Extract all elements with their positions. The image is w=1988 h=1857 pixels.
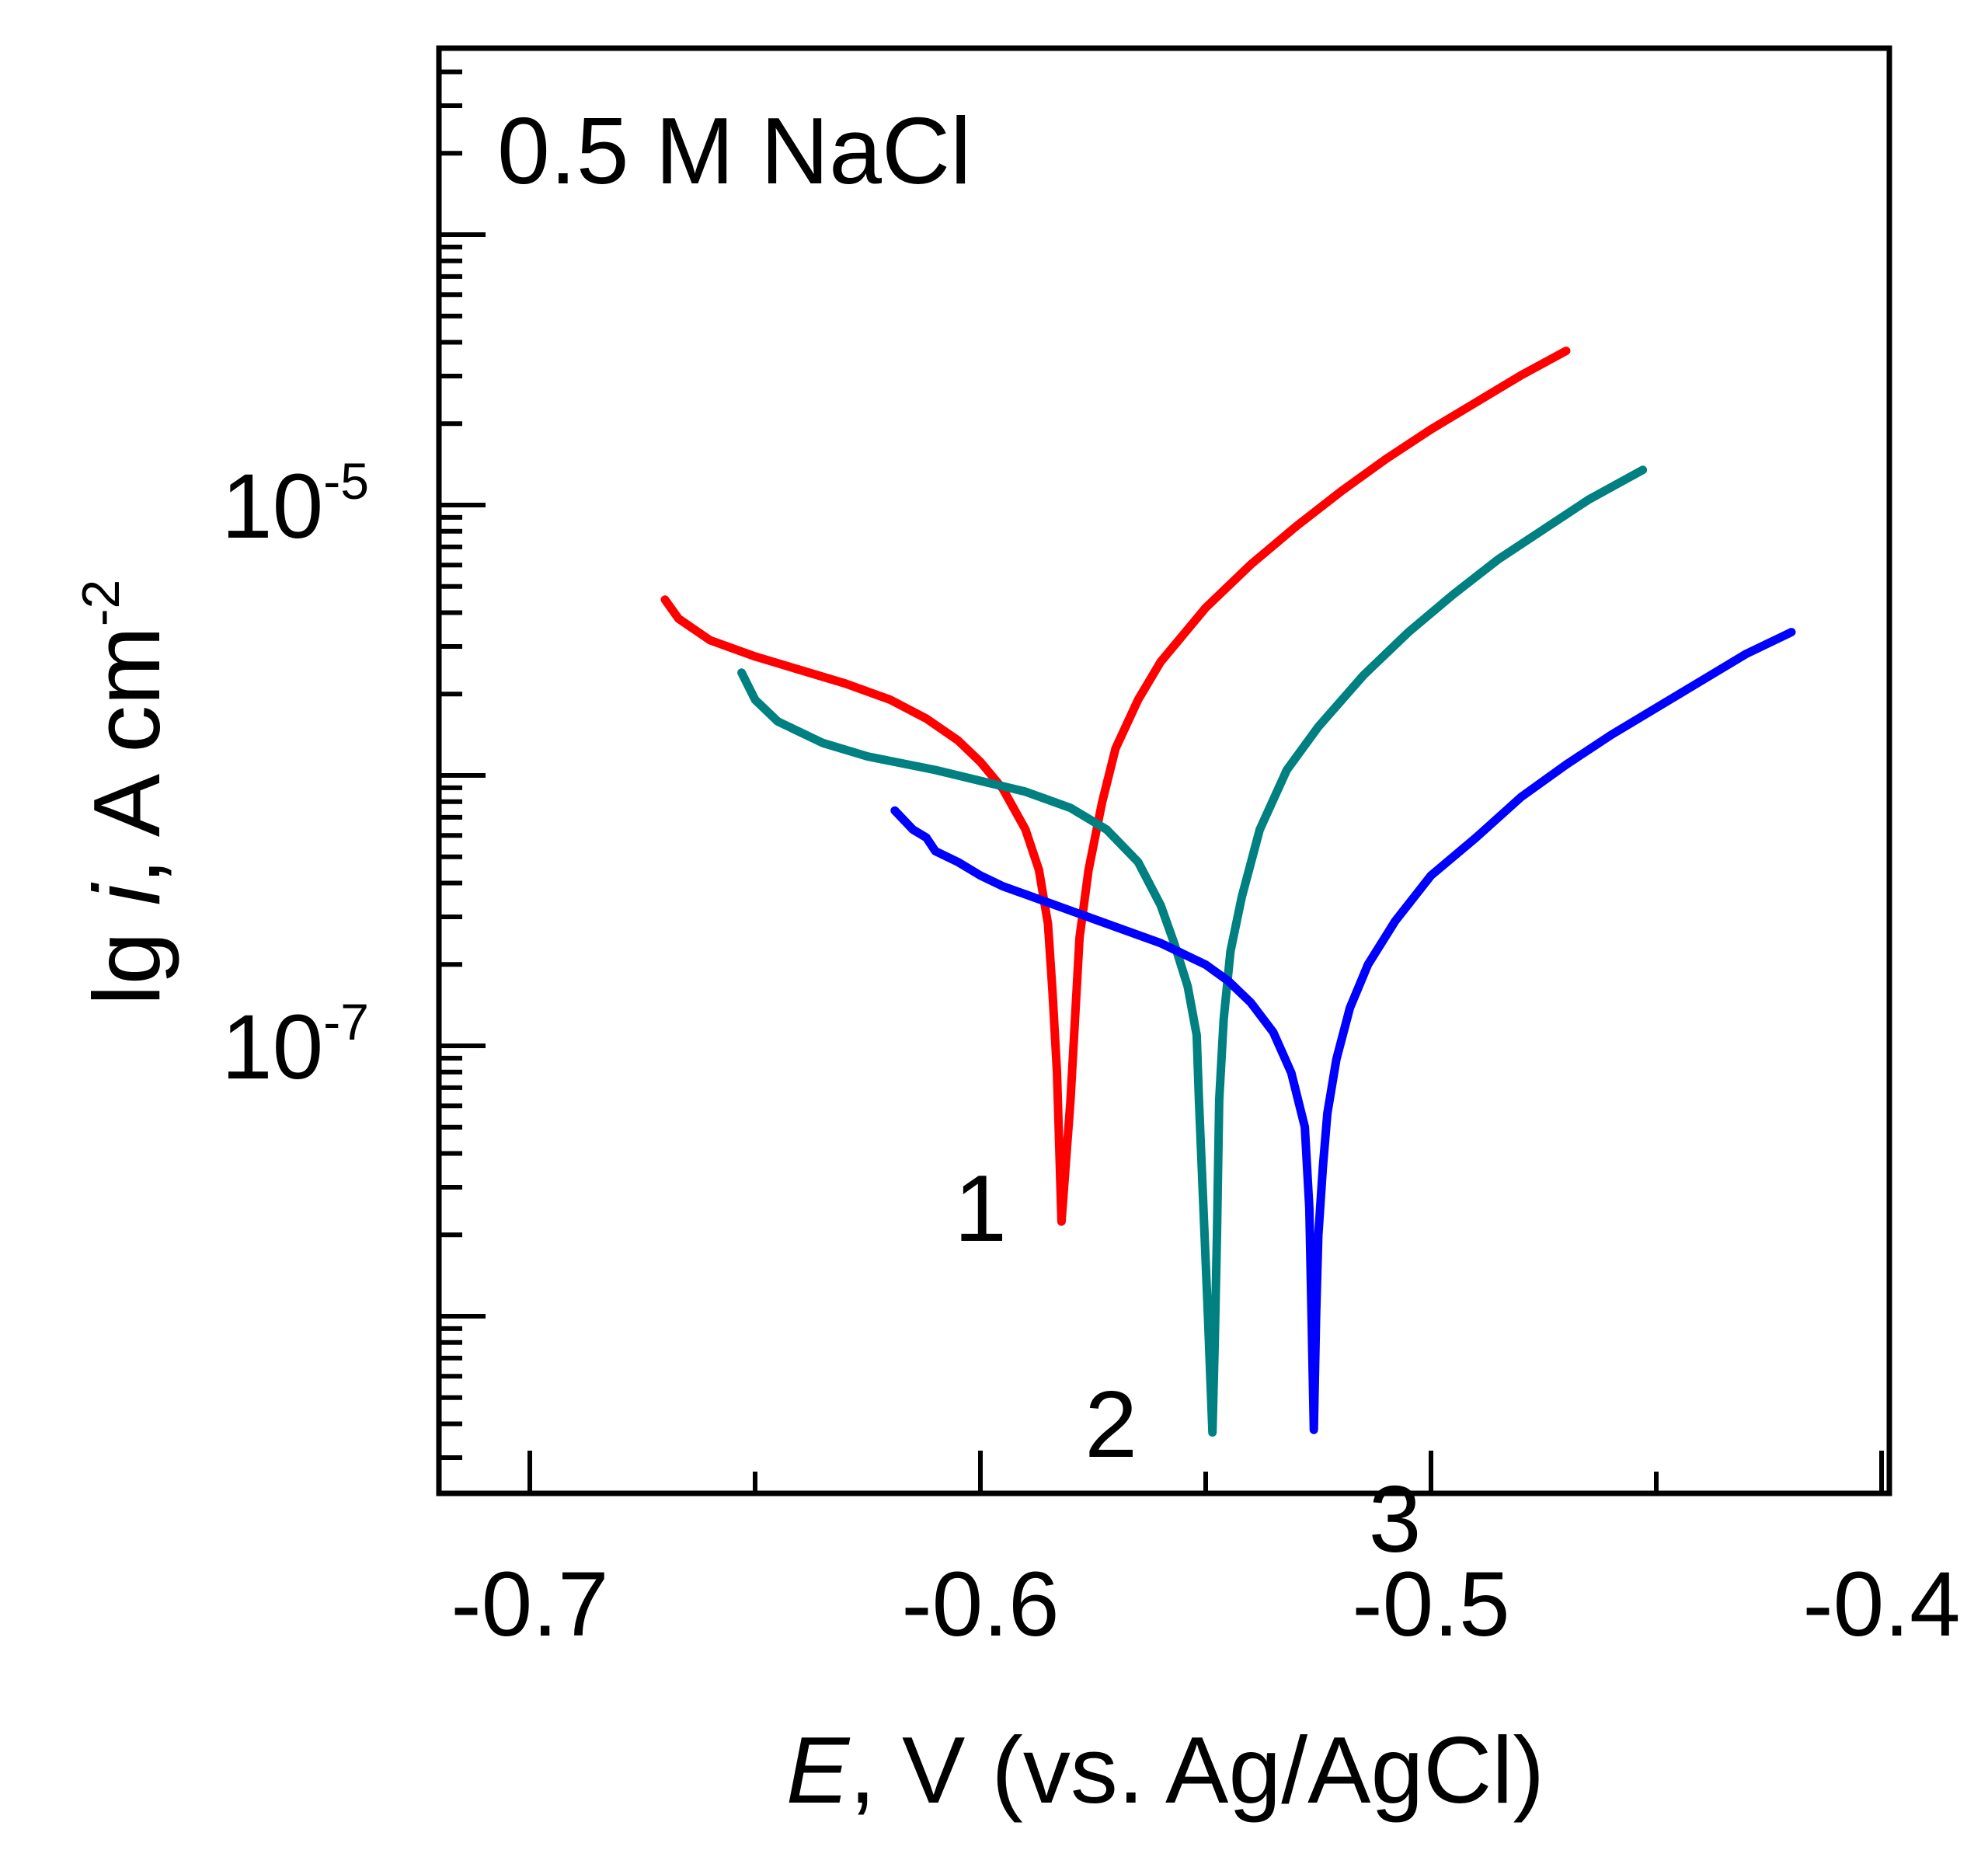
y-tick-label-exponent: -7 [323, 993, 369, 1050]
y-tick-label-base: 10 [221, 455, 323, 558]
x-tick-label: -0.5 [1352, 1553, 1509, 1656]
plot-frame [436, 45, 1892, 1496]
x-axis-label-symbol: E [786, 1717, 851, 1823]
y-axis-label-exponent: -2 [71, 580, 131, 626]
y-axis-label-unit: , A cm [74, 626, 179, 884]
x-axis-label: E, V (vs. Ag/AgCl) [786, 1717, 1544, 1823]
curve-label-1: 1 [954, 1155, 1007, 1261]
y-axis-label-symbol: i [74, 882, 179, 905]
curve-labels: 1 2 3 [954, 1155, 1421, 1572]
x-tick-label: -0.6 [901, 1553, 1059, 1656]
y-axis-label: lg i, A cm-2 [71, 580, 179, 1006]
x-axis-ticks [527, 1451, 1884, 1493]
x-axis-tick-labels: -0.7 -0.6 -0.5 -0.4 [451, 1553, 1960, 1656]
data-series-group [660, 347, 1796, 1437]
y-tick-label-base: 10 [221, 996, 323, 1099]
y-axis-tick-labels: 10-510-7 [221, 452, 369, 1099]
x-tick-label: -0.7 [451, 1553, 608, 1656]
y-axis-ticks [439, 69, 486, 1460]
series-3-line [890, 628, 1796, 1434]
x-axis-label-unit: , V (vs. Ag/AgCl) [849, 1717, 1544, 1823]
series-1-line [660, 347, 1571, 1226]
curve-label-3: 3 [1369, 1466, 1422, 1572]
y-tick-label-exponent: -5 [323, 452, 369, 510]
curve-label-2: 2 [1085, 1371, 1137, 1477]
y-axis-label-prefix: lg [74, 905, 179, 1005]
chart-title: 0.5 M NaCl [497, 98, 971, 204]
series-2-line [737, 465, 1648, 1437]
y-tick-label: 10-5 [221, 452, 369, 558]
x-tick-label: -0.4 [1802, 1553, 1960, 1656]
y-tick-label: 10-7 [221, 993, 369, 1099]
